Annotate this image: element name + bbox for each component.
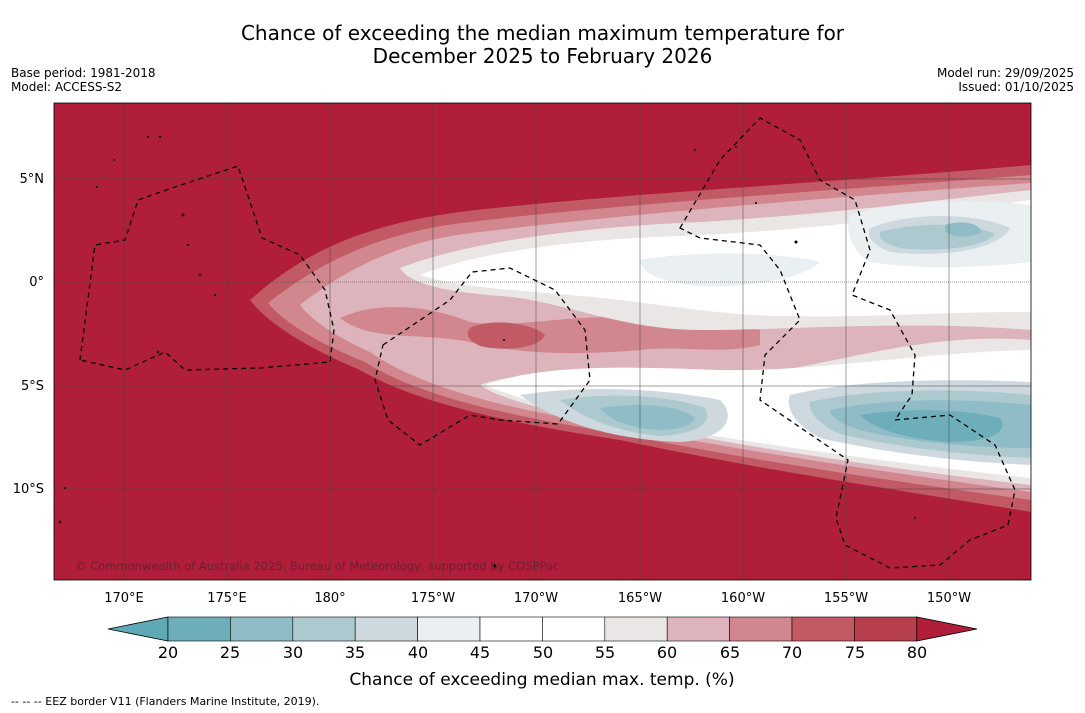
cb-tick-25: 25 xyxy=(220,643,240,662)
islands xyxy=(58,135,916,568)
colorbar-segment xyxy=(542,616,606,642)
colorbar-segment xyxy=(666,616,730,642)
contour-75-patch xyxy=(467,322,545,349)
cb-tick-80: 80 xyxy=(907,643,927,662)
colorbar-segment xyxy=(417,616,481,642)
meta-left: Base period: 1981-2018 Model: ACCESS-S2 xyxy=(11,66,156,94)
eez-border-3 xyxy=(679,117,1016,569)
base-period: Base period: 1981-2018 xyxy=(11,66,156,80)
lon-label-170e: 170°E xyxy=(104,591,144,606)
lon-label-165w: 165°W xyxy=(618,591,662,606)
lon-label-180: 180° xyxy=(314,591,345,606)
cb-tick-40: 40 xyxy=(408,643,428,662)
title-line-2: December 2025 to February 2026 xyxy=(372,44,713,68)
colorbar-segment xyxy=(354,616,418,642)
lat-label-0: 0° xyxy=(29,275,44,290)
colorbar-segment xyxy=(604,616,668,642)
lon-label-155w: 155°W xyxy=(824,591,868,606)
lon-label-160w: 160°W xyxy=(721,591,765,606)
model-name: Model: ACCESS-S2 xyxy=(11,80,123,94)
colorbar-segment xyxy=(292,616,356,642)
lat-label-10s: 10°S xyxy=(13,482,44,497)
graticule xyxy=(54,103,1031,580)
model-run: Model run: 29/09/2025 xyxy=(936,66,1074,80)
colorbar-arrow-low xyxy=(107,616,169,642)
eez-border-1 xyxy=(79,165,335,371)
colorbar-segment xyxy=(167,616,231,642)
cb-tick-50: 50 xyxy=(533,643,553,662)
eez-borders xyxy=(79,117,1016,569)
cb-tick-75: 75 xyxy=(845,643,865,662)
issued-date: Issued: 01/10/2025 xyxy=(958,80,1074,94)
colorbar-segment xyxy=(854,616,918,642)
cb-tick-35: 35 xyxy=(345,643,365,662)
cb-tick-45: 45 xyxy=(470,643,490,662)
eez-footnote: -- -- -- EEZ border V11 (Flanders Marine… xyxy=(11,695,320,708)
contour-25-b xyxy=(600,405,695,430)
lon-label-175e: 175°E xyxy=(207,591,247,606)
cb-tick-30: 30 xyxy=(283,643,303,662)
colorbar-segment xyxy=(729,616,793,642)
cb-tick-20: 20 xyxy=(158,643,178,662)
colorbar xyxy=(107,616,978,642)
contour-40-a xyxy=(640,253,820,287)
lon-label-150w: 150°W xyxy=(927,591,971,606)
lat-label-5n: 5°N xyxy=(20,172,45,187)
chart-title: Chance of exceeding the median maximum t… xyxy=(0,22,1085,68)
colorbar-segment xyxy=(230,616,294,642)
cb-tick-60: 60 xyxy=(657,643,677,662)
cb-tick-70: 70 xyxy=(782,643,802,662)
lon-label-170w: 170°W xyxy=(514,591,558,606)
colorbar-arrow-high xyxy=(916,616,978,642)
map-frame xyxy=(53,102,1032,581)
copyright-text: © Commonwealth of Australia 2025, Bureau… xyxy=(75,559,559,573)
lat-label-5s: 5°S xyxy=(21,379,44,394)
contour-70-band xyxy=(340,306,760,354)
title-line-1: Chance of exceeding the median maximum t… xyxy=(240,21,845,45)
cb-tick-65: 65 xyxy=(720,643,740,662)
map-area xyxy=(54,103,1031,580)
cb-tick-55: 55 xyxy=(595,643,615,662)
lon-label-175w: 175°W xyxy=(411,591,455,606)
colorbar-segment xyxy=(791,616,855,642)
colorbar-title: Chance of exceeding median max. temp. (%… xyxy=(349,670,734,690)
colorbar-segment xyxy=(479,616,543,642)
meta-right: Model run: 29/09/2025 Issued: 01/10/2025 xyxy=(937,66,1074,94)
contour-20-c xyxy=(860,410,1003,442)
contour-25-a xyxy=(945,222,982,237)
